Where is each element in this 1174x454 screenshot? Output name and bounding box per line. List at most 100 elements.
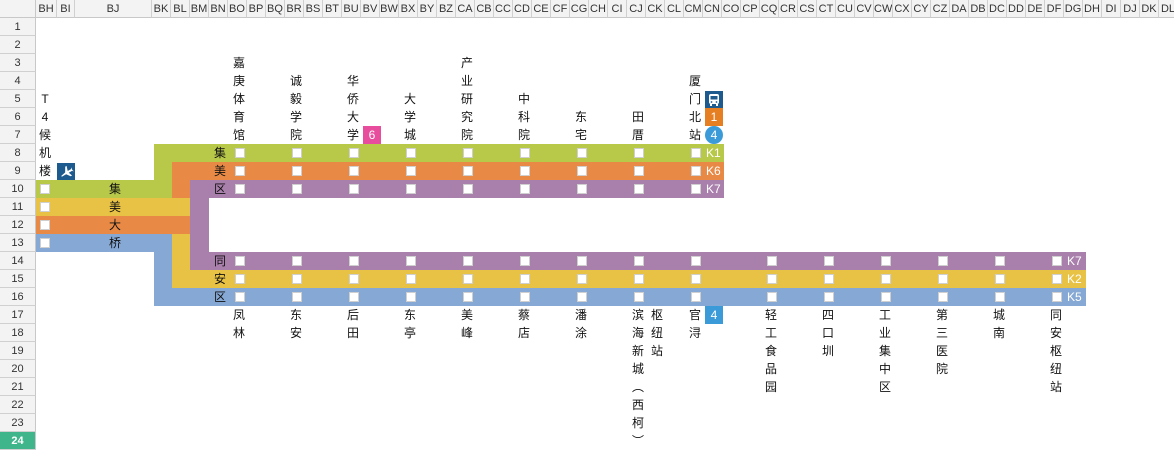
column-header-cj[interactable]: CJ	[627, 0, 646, 18]
column-header-de[interactable]: DE	[1026, 0, 1045, 18]
station-checkbox[interactable]	[520, 274, 530, 284]
station-checkbox[interactable]	[235, 148, 245, 158]
column-header-bk[interactable]: BK	[152, 0, 171, 18]
column-header-cn[interactable]: CN	[703, 0, 722, 18]
column-header-bs[interactable]: BS	[304, 0, 323, 18]
station-checkbox[interactable]	[520, 166, 530, 176]
station-checkbox[interactable]	[938, 274, 948, 284]
station-checkbox[interactable]	[577, 166, 587, 176]
column-header-df[interactable]: DF	[1045, 0, 1064, 18]
column-header-dc[interactable]: DC	[988, 0, 1007, 18]
row-header-16[interactable]: 16	[0, 288, 36, 306]
column-header-cu[interactable]: CU	[836, 0, 855, 18]
column-header-br[interactable]: BR	[285, 0, 304, 18]
station-checkbox[interactable]	[406, 166, 416, 176]
station-checkbox[interactable]	[349, 148, 359, 158]
row-header-20[interactable]: 20	[0, 360, 36, 378]
station-checkbox[interactable]	[824, 256, 834, 266]
row-header-22[interactable]: 22	[0, 396, 36, 414]
station-checkbox[interactable]	[634, 274, 644, 284]
station-checkbox[interactable]	[349, 166, 359, 176]
station-checkbox[interactable]	[463, 274, 473, 284]
station-checkbox[interactable]	[235, 184, 245, 194]
column-header-bt[interactable]: BT	[323, 0, 342, 18]
station-checkbox[interactable]	[577, 184, 587, 194]
row-header-15[interactable]: 15	[0, 270, 36, 288]
station-checkbox[interactable]	[235, 166, 245, 176]
column-header-cg[interactable]: CG	[570, 0, 589, 18]
station-checkbox[interactable]	[938, 292, 948, 302]
station-checkbox[interactable]	[463, 148, 473, 158]
row-header-21[interactable]: 21	[0, 378, 36, 396]
row-header-7[interactable]: 7	[0, 126, 36, 144]
column-header-cv[interactable]: CV	[855, 0, 874, 18]
station-checkbox[interactable]	[463, 184, 473, 194]
station-checkbox[interactable]	[995, 274, 1005, 284]
column-header-cf[interactable]: CF	[551, 0, 570, 18]
station-checkbox[interactable]	[463, 166, 473, 176]
column-header-cm[interactable]: CM	[684, 0, 703, 18]
column-header-ci[interactable]: CI	[608, 0, 627, 18]
left-checkbox[interactable]	[40, 220, 50, 230]
station-checkbox[interactable]	[691, 148, 701, 158]
column-header-dd[interactable]: DD	[1007, 0, 1026, 18]
column-header-ce[interactable]: CE	[532, 0, 551, 18]
column-header-bi[interactable]: BI	[57, 0, 75, 18]
column-header-dl[interactable]: DL	[1159, 0, 1174, 18]
column-header-cb[interactable]: CB	[475, 0, 494, 18]
station-checkbox[interactable]	[577, 256, 587, 266]
column-header-ck[interactable]: CK	[646, 0, 665, 18]
station-checkbox[interactable]	[349, 274, 359, 284]
column-header-bj[interactable]: BJ	[75, 0, 152, 18]
row-header-4[interactable]: 4	[0, 72, 36, 90]
station-checkbox[interactable]	[349, 184, 359, 194]
column-header-bu[interactable]: BU	[342, 0, 361, 18]
station-checkbox[interactable]	[520, 256, 530, 266]
station-checkbox[interactable]	[577, 274, 587, 284]
column-header-bo[interactable]: BO	[228, 0, 247, 18]
station-checkbox[interactable]	[1052, 256, 1062, 266]
column-header-bq[interactable]: BQ	[266, 0, 285, 18]
station-checkbox[interactable]	[1052, 292, 1062, 302]
station-checkbox[interactable]	[463, 256, 473, 266]
column-header-cq[interactable]: CQ	[760, 0, 779, 18]
station-checkbox[interactable]	[235, 292, 245, 302]
station-checkbox[interactable]	[634, 184, 644, 194]
station-checkbox[interactable]	[767, 274, 777, 284]
row-header-14[interactable]: 14	[0, 252, 36, 270]
station-checkbox[interactable]	[292, 292, 302, 302]
column-header-bw[interactable]: BW	[380, 0, 399, 18]
row-header-13[interactable]: 13	[0, 234, 36, 252]
station-checkbox[interactable]	[292, 184, 302, 194]
station-checkbox[interactable]	[520, 184, 530, 194]
column-header-cd[interactable]: CD	[513, 0, 532, 18]
station-checkbox[interactable]	[406, 148, 416, 158]
left-checkbox[interactable]	[40, 202, 50, 212]
column-header-cc[interactable]: CC	[494, 0, 513, 18]
station-checkbox[interactable]	[520, 148, 530, 158]
station-checkbox[interactable]	[349, 256, 359, 266]
column-header-cp[interactable]: CP	[741, 0, 760, 18]
column-header-bz[interactable]: BZ	[437, 0, 456, 18]
station-checkbox[interactable]	[691, 184, 701, 194]
station-checkbox[interactable]	[881, 256, 891, 266]
station-checkbox[interactable]	[995, 292, 1005, 302]
column-header-bp[interactable]: BP	[247, 0, 266, 18]
station-checkbox[interactable]	[520, 292, 530, 302]
column-header-ct[interactable]: CT	[817, 0, 836, 18]
column-header-cy[interactable]: CY	[912, 0, 931, 18]
station-checkbox[interactable]	[691, 256, 701, 266]
row-header-10[interactable]: 10	[0, 180, 36, 198]
column-header-db[interactable]: DB	[969, 0, 988, 18]
column-header-cw[interactable]: CW	[874, 0, 893, 18]
column-header-bn[interactable]: BN	[209, 0, 228, 18]
station-checkbox[interactable]	[235, 274, 245, 284]
column-header-da[interactable]: DA	[950, 0, 969, 18]
station-checkbox[interactable]	[938, 256, 948, 266]
station-checkbox[interactable]	[406, 292, 416, 302]
station-checkbox[interactable]	[995, 256, 1005, 266]
station-checkbox[interactable]	[235, 256, 245, 266]
left-checkbox[interactable]	[40, 184, 50, 194]
column-header-bx[interactable]: BX	[399, 0, 418, 18]
